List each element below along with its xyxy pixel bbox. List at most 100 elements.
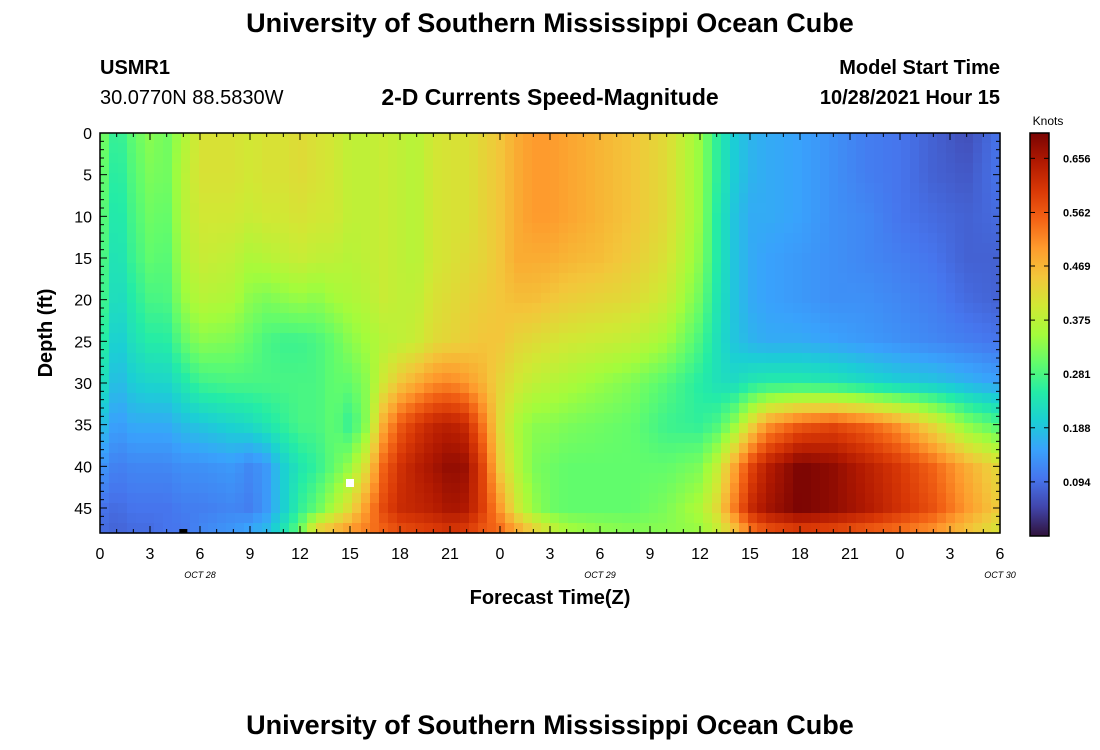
heatmap-cell [100, 293, 110, 304]
heatmap-cell [433, 183, 443, 194]
heatmap-cell [739, 433, 749, 444]
heatmap-cell [937, 343, 947, 354]
heatmap-cell [190, 423, 200, 434]
heatmap-cell [424, 173, 434, 184]
heatmap-cell [802, 253, 812, 264]
heatmap-cell [937, 403, 947, 414]
heatmap-cell [865, 183, 875, 194]
heatmap-cell [757, 283, 767, 294]
heatmap-cell [325, 233, 335, 244]
heatmap-cell [136, 453, 146, 464]
heatmap-cell [433, 523, 443, 534]
heatmap-cell [865, 473, 875, 484]
heatmap-cell [847, 253, 857, 264]
heatmap-cell [271, 163, 281, 174]
heatmap-cell [307, 443, 317, 454]
heatmap-cell [244, 423, 254, 434]
heatmap-cell [280, 413, 290, 424]
heatmap-cell [523, 523, 533, 534]
heatmap-cell [442, 513, 452, 524]
heatmap-cell [496, 373, 506, 384]
heatmap-cell [352, 523, 362, 534]
heatmap-cell [748, 503, 758, 514]
heatmap-cell [901, 433, 911, 444]
heatmap-cell [892, 493, 902, 504]
heatmap-cell [874, 483, 884, 494]
heatmap-cell [892, 323, 902, 334]
heatmap-cell [289, 513, 299, 524]
heatmap-cell [334, 413, 344, 424]
heatmap-cell [217, 413, 227, 424]
heatmap-cell [721, 403, 731, 414]
heatmap-cell [451, 133, 461, 144]
heatmap-cell [802, 383, 812, 394]
heatmap-cell [847, 433, 857, 444]
heatmap-cell [154, 233, 164, 244]
heatmap-cell [559, 333, 569, 344]
heatmap-cell [451, 463, 461, 474]
heatmap-cell [838, 293, 848, 304]
heatmap-cell [127, 353, 137, 364]
heatmap-cell [325, 333, 335, 344]
heatmap-cell [532, 313, 542, 324]
heatmap-cell [982, 473, 992, 484]
heatmap-cell [622, 423, 632, 434]
heatmap-cell [784, 253, 794, 264]
heatmap-cell [937, 333, 947, 344]
heatmap-cell [676, 483, 686, 494]
heatmap-cell [883, 493, 893, 504]
heatmap-cell [514, 313, 524, 324]
heatmap-cell [667, 143, 677, 154]
heatmap-cell [262, 503, 272, 514]
heatmap-cell [397, 453, 407, 464]
heatmap-cell [478, 323, 488, 334]
heatmap-cell [478, 353, 488, 364]
heatmap-cell [262, 183, 272, 194]
heatmap-cell [280, 213, 290, 224]
x-tick-label: 21 [441, 546, 459, 563]
heatmap-cell [298, 503, 308, 514]
heatmap-cell [379, 163, 389, 174]
heatmap-cell [685, 373, 695, 384]
heatmap-cell [532, 173, 542, 184]
x-date-label: OCT 28 [184, 570, 216, 580]
heatmap-cell [226, 243, 236, 254]
heatmap-cell [955, 133, 965, 144]
heatmap-cell [838, 233, 848, 244]
heatmap-cell [424, 203, 434, 214]
heatmap-cell [244, 303, 254, 314]
heatmap-cell [550, 223, 560, 234]
heatmap-cell [586, 283, 596, 294]
heatmap-cell [829, 173, 839, 184]
heatmap-cell [505, 403, 515, 414]
heatmap-cell [172, 463, 182, 474]
heatmap-cell [514, 473, 524, 484]
heatmap-cell [460, 363, 470, 374]
heatmap-cell [460, 343, 470, 354]
heatmap-cell [370, 163, 380, 174]
heatmap-cell [676, 333, 686, 344]
heatmap-cell [136, 463, 146, 474]
heatmap-cell [451, 473, 461, 484]
heatmap-cell [154, 513, 164, 524]
heatmap-cell [730, 203, 740, 214]
heatmap-cell [793, 483, 803, 494]
heatmap-cell [748, 413, 758, 424]
heatmap-cell [190, 523, 200, 534]
heatmap-cell [136, 213, 146, 224]
heatmap-cell [847, 483, 857, 494]
heatmap-cell [910, 513, 920, 524]
heatmap-cell [604, 373, 614, 384]
heatmap-cell [154, 253, 164, 264]
heatmap-cell [253, 153, 263, 164]
heatmap-cell [964, 143, 974, 154]
heatmap-cell [343, 443, 353, 454]
heatmap-cell [658, 153, 668, 164]
heatmap-cell [622, 283, 632, 294]
heatmap-cell [874, 163, 884, 174]
heatmap-cell [865, 453, 875, 464]
heatmap-cell [883, 263, 893, 274]
heatmap-cell [181, 393, 191, 404]
